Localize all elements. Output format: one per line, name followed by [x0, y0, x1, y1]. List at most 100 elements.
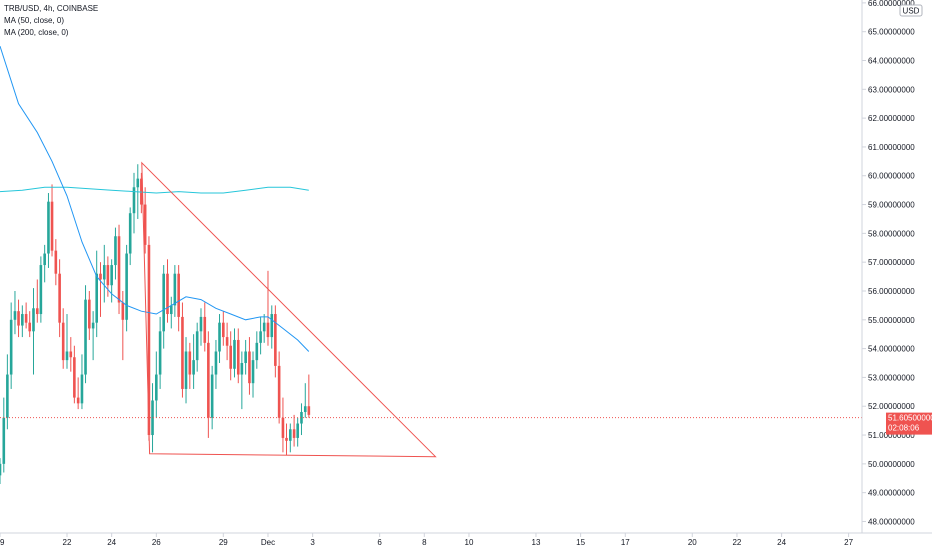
candle: [270, 305, 274, 349]
candle-body: [136, 178, 140, 188]
candle: [225, 322, 229, 361]
price-tick-label: 56.00000000: [868, 287, 915, 296]
price-tick-label: 66.00000000: [868, 0, 915, 8]
candle: [158, 316, 162, 389]
candle: [125, 244, 128, 332]
candle: [296, 417, 299, 447]
candle: [259, 316, 262, 355]
candle-body: [24, 314, 28, 323]
candle-body: [229, 345, 232, 369]
candle-body: [17, 311, 20, 326]
ma200-legend[interactable]: MA (200, close, 0): [4, 28, 69, 37]
price-tick-label: 52.00000000: [868, 402, 915, 411]
time-tick-label: 26: [152, 538, 161, 547]
time-tick-label: 17: [621, 538, 630, 547]
candle-body: [88, 299, 91, 329]
candle: [210, 365, 214, 430]
candle: [266, 270, 270, 346]
price-tick-label: 53.00000000: [868, 373, 915, 382]
candle: [240, 351, 244, 410]
candle-body: [181, 316, 184, 389]
ma50-line: [0, 45, 310, 352]
candle-body: [177, 273, 180, 317]
candle-body: [192, 360, 195, 375]
candle: [65, 314, 69, 369]
candle-body: [47, 201, 50, 254]
candle: [73, 345, 76, 404]
candle-body: [222, 322, 225, 338]
candle: [54, 239, 58, 286]
price-tick-label: 62.00000000: [868, 114, 915, 123]
candle: [289, 423, 292, 453]
candle: [69, 337, 73, 372]
candle: [88, 290, 91, 340]
candle: [162, 265, 165, 349]
time-tick-label: 3: [310, 538, 315, 547]
candle: [173, 265, 177, 317]
candle-body: [39, 265, 43, 315]
candle-body: [218, 322, 221, 352]
candle-body: [251, 360, 255, 384]
candle-body: [0, 463, 2, 476]
candle: [181, 302, 184, 398]
candle: [218, 314, 221, 364]
time-tick-label: 13: [532, 538, 541, 547]
price-tick-label: 59.00000000: [868, 201, 915, 210]
candle: [114, 227, 117, 280]
candle-body: [296, 423, 299, 438]
candle: [43, 244, 46, 283]
candle: [251, 351, 255, 398]
candle: [214, 339, 218, 389]
time-tick-label: Dec: [261, 538, 275, 547]
candle: [199, 308, 203, 346]
candle-body: [270, 314, 274, 338]
price-tick-label: 55.00000000: [868, 316, 915, 325]
price-tick-label: 50.00000000: [868, 460, 915, 469]
time-tick-label: 24: [107, 538, 116, 547]
ma50-legend[interactable]: MA (50, close, 0): [4, 16, 65, 25]
candle-body: [95, 273, 98, 323]
candle-body: [128, 213, 132, 254]
symbol-legend[interactable]: TRB/USD, 4h, COINBASE: [4, 4, 99, 13]
candlestick-series: [0, 164, 311, 485]
candle: [95, 250, 98, 338]
candle-body: [117, 236, 121, 303]
candle-body: [214, 351, 218, 375]
price-tick-label: 48.00000000: [868, 517, 915, 526]
candle: [195, 322, 199, 372]
price-axis[interactable]: 48.00000000 49.00000000 50.00000000 51.0000…: [862, 0, 915, 526]
candle-body: [84, 299, 87, 375]
candle: [244, 339, 247, 375]
time-tick-label: 22: [732, 538, 741, 547]
candle-body: [9, 319, 13, 375]
candle: [207, 331, 210, 438]
candle-body: [199, 316, 203, 332]
time-tick-label: 24: [777, 538, 786, 547]
candle: [6, 354, 9, 430]
price-tick-label: 54.00000000: [868, 345, 915, 354]
candle-body: [203, 316, 207, 343]
candle-body: [289, 429, 292, 441]
candle-body: [162, 273, 165, 332]
time-axis[interactable]: 19 22 24 26 29 Dec 3 6 8 10 13 15 17 20 22 24 27: [0, 533, 854, 547]
candle-body: [2, 417, 6, 464]
candle-body: [244, 351, 247, 364]
candle-body: [58, 273, 61, 323]
last-price-label: 51.60500000: [888, 414, 932, 423]
candle: [262, 314, 266, 343]
currency-badge[interactable]: USD: [899, 4, 923, 17]
triangle-drawing[interactable]: [141, 161, 437, 458]
candle: [0, 458, 2, 485]
candle-body: [303, 406, 307, 412]
time-tick-label: 29: [219, 538, 228, 547]
candle-body: [106, 265, 110, 286]
time-tick-label: 15: [576, 538, 585, 547]
price-tick-label: 64.00000000: [868, 57, 915, 66]
candle-body: [76, 397, 80, 404]
candle: [188, 342, 192, 389]
candle-body: [277, 365, 281, 418]
candle-body: [292, 429, 296, 438]
candle: [203, 302, 207, 352]
candle: [255, 331, 259, 369]
